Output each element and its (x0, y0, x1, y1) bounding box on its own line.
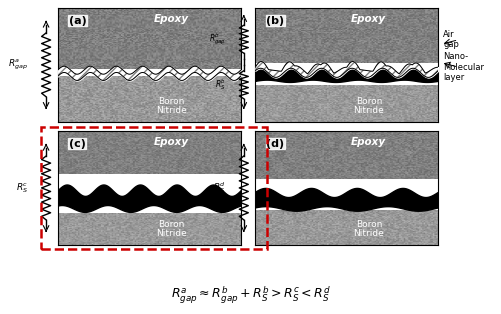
Text: Nitride: Nitride (353, 229, 384, 238)
Text: $R^b_{gap}$: $R^b_{gap}$ (208, 31, 226, 47)
Text: Boron: Boron (356, 97, 382, 106)
Text: (d): (d) (267, 139, 285, 149)
Text: $R^b_S$: $R^b_S$ (214, 77, 226, 92)
Text: (a): (a) (69, 16, 86, 26)
Text: Air
gap: Air gap (443, 30, 459, 50)
Text: Nano-
Molecular
layer: Nano- Molecular layer (443, 52, 484, 82)
Text: Nitride: Nitride (353, 106, 384, 115)
Text: Epoxy: Epoxy (351, 14, 386, 24)
Text: Epoxy: Epoxy (153, 14, 189, 24)
Text: $R^d_S$: $R^d_S$ (213, 181, 226, 195)
Text: $R^a_{gap}$: $R^a_{gap}$ (8, 58, 28, 72)
Text: $R^a_{gap} \approx R^b_{gap} + R^b_S  > R^c_S < R^d_S$: $R^a_{gap} \approx R^b_{gap} + R^b_S > R… (171, 284, 330, 306)
Text: $R^c_S$: $R^c_S$ (16, 181, 28, 195)
Text: (c): (c) (69, 139, 86, 149)
Text: Nitride: Nitride (156, 229, 186, 238)
Text: Boron: Boron (356, 220, 382, 229)
Text: Boron: Boron (158, 97, 184, 106)
Text: (b): (b) (267, 16, 285, 26)
Text: Epoxy: Epoxy (351, 137, 386, 147)
Text: Boron: Boron (158, 220, 184, 229)
Text: Epoxy: Epoxy (153, 137, 189, 147)
Text: Nitride: Nitride (156, 106, 186, 115)
